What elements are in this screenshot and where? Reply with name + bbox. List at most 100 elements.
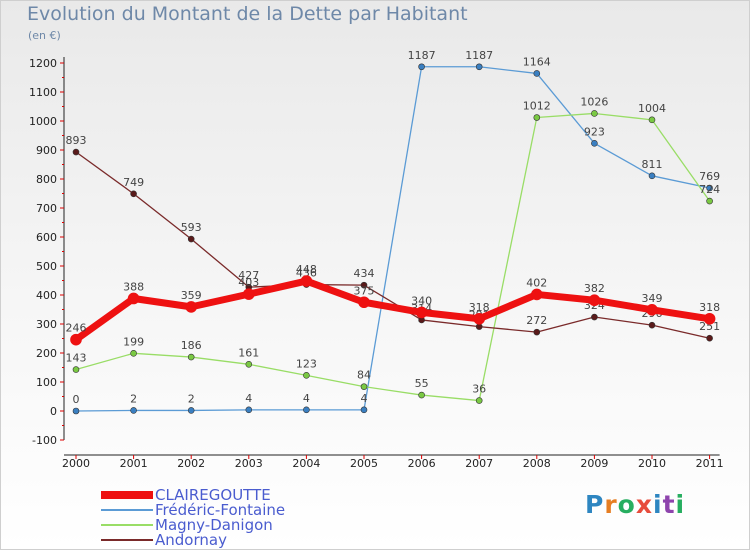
legend-swatch-magny-danigon: [101, 524, 153, 526]
data-point-magny-danigon: [591, 110, 598, 117]
data-label-fr-d-ric-fontaine: 1187: [465, 49, 493, 62]
legend-label-magny-danigon: Magny-Danigon: [155, 516, 273, 534]
data-label-magny-danigon: 186: [181, 339, 202, 352]
legend-swatch-fr-d-ric-fontaine: [101, 509, 153, 511]
data-label-andornay: 749: [123, 176, 144, 189]
y-tick-label: 200: [36, 347, 57, 360]
data-point-andornay: [591, 313, 598, 321]
data-point-magny-danigon: [72, 366, 80, 373]
data-label-clairegoutte: 359: [181, 289, 202, 302]
data-label-clairegoutte: 403: [238, 276, 259, 289]
y-tick-label: 300: [36, 318, 57, 331]
proxiti-logo: Proxiti: [585, 490, 685, 519]
legend-label-andornay: Andornay: [155, 531, 227, 549]
data-point-andornay: [648, 321, 656, 329]
data-point-clairegoutte: [646, 303, 658, 316]
data-point-fr-d-ric-fontaine: [418, 63, 425, 71]
data-point-clairegoutte: [358, 296, 370, 309]
x-tick-label: 2002: [177, 457, 205, 470]
data-label-andornay: 893: [66, 134, 87, 147]
data-label-clairegoutte: 375: [354, 284, 375, 297]
legend-label-fr-d-ric-fontaine: Frédéric-Fontaine: [155, 501, 286, 519]
data-point-magny-danigon: [303, 372, 310, 379]
data-point-fr-d-ric-fontaine: [72, 407, 80, 415]
data-label-magny-danigon: 724: [699, 183, 720, 196]
data-label-magny-danigon: 55: [415, 377, 429, 390]
y-tick-label: 500: [36, 260, 57, 273]
data-label-magny-danigon: 1004: [638, 102, 666, 115]
data-point-magny-danigon: [475, 397, 483, 404]
data-label-fr-d-ric-fontaine: 2: [188, 392, 195, 405]
data-label-clairegoutte: 349: [642, 292, 663, 305]
data-point-fr-d-ric-fontaine: [360, 406, 368, 414]
data-label-clairegoutte: 402: [526, 276, 547, 289]
data-point-andornay: [360, 281, 368, 289]
x-tick-label: 2003: [235, 457, 263, 470]
data-label-andornay: 436: [296, 267, 317, 280]
data-label-fr-d-ric-fontaine: 769: [699, 170, 720, 183]
data-point-magny-danigon: [130, 349, 137, 357]
logo-letter: i: [675, 490, 686, 519]
data-label-clairegoutte: 382: [584, 282, 605, 295]
x-tick-label: 2011: [696, 457, 724, 470]
x-tick-label: 2009: [580, 457, 608, 470]
y-tick-label: 0: [50, 405, 57, 418]
data-label-andornay: 434: [354, 267, 375, 280]
data-point-magny-danigon: [418, 391, 425, 399]
data-point-fr-d-ric-fontaine: [533, 70, 541, 77]
logo-letter: x: [635, 490, 653, 519]
x-tick-label: 2004: [292, 457, 320, 470]
data-label-clairegoutte: 246: [66, 322, 87, 335]
chart-unit: (en €): [28, 29, 61, 42]
data-point-magny-danigon: [187, 353, 195, 361]
data-label-magny-danigon: 123: [296, 357, 317, 370]
data-label-clairegoutte: 388: [123, 280, 144, 293]
x-tick-label: 2000: [62, 457, 90, 470]
logo-letter: t: [662, 490, 676, 519]
data-point-fr-d-ric-fontaine: [706, 184, 713, 192]
x-tick-label: 2005: [350, 457, 378, 470]
data-label-fr-d-ric-fontaine: 4: [303, 392, 310, 405]
data-label-fr-d-ric-fontaine: 811: [642, 158, 663, 171]
data-point-clairegoutte: [703, 312, 716, 325]
legend-swatch-andornay: [101, 539, 153, 541]
x-tick-label: 2008: [523, 457, 551, 470]
data-point-clairegoutte: [300, 275, 313, 287]
y-tick-label: -100: [32, 434, 57, 447]
y-tick-label: 900: [36, 144, 57, 157]
y-tick-label: 1200: [29, 57, 57, 70]
series-line-magny-danigon: [75, 112, 711, 402]
data-label-fr-d-ric-fontaine: 1187: [408, 49, 436, 62]
data-label-fr-d-ric-fontaine: 0: [73, 393, 80, 406]
data-point-magny-danigon: [533, 114, 541, 121]
y-tick-label: 1000: [29, 115, 57, 128]
chart-title: Evolution du Montant de la Dette par Hab…: [27, 3, 468, 25]
data-label-fr-d-ric-fontaine: 4: [245, 392, 252, 405]
data-point-clairegoutte: [185, 301, 197, 313]
data-point-fr-d-ric-fontaine: [245, 406, 253, 414]
data-label-andornay: 251: [699, 320, 720, 333]
data-point-clairegoutte: [243, 288, 255, 300]
data-label-andornay: 593: [181, 221, 202, 234]
data-label-magny-danigon: 143: [66, 352, 87, 365]
x-tick-label: 2007: [465, 457, 493, 470]
data-label-magny-danigon: 36: [472, 383, 486, 396]
y-tick-label: 700: [36, 202, 57, 215]
logo-letter: P: [585, 490, 605, 519]
data-label-andornay: 272: [526, 314, 547, 327]
data-point-clairegoutte: [70, 333, 82, 346]
data-label-fr-d-ric-fontaine: 1164: [523, 55, 551, 68]
data-point-andornay: [533, 328, 541, 336]
logo-letter: r: [604, 490, 618, 519]
data-label-magny-danigon: 84: [357, 369, 371, 382]
data-point-magny-danigon: [360, 383, 368, 390]
x-tick-label: 2006: [408, 457, 436, 470]
data-point-clairegoutte: [588, 294, 601, 307]
data-label-clairegoutte: 448: [296, 263, 317, 276]
logo-letter: i: [653, 490, 663, 519]
data-label-fr-d-ric-fontaine: 4: [361, 392, 368, 405]
data-label-clairegoutte: 340: [411, 294, 432, 307]
data-label-clairegoutte: 318: [699, 301, 720, 314]
